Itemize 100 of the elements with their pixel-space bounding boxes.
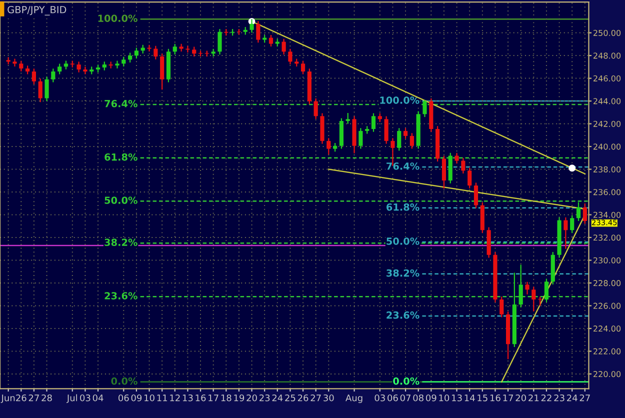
x-tick-label: 13 [182, 394, 193, 402]
candlestick [532, 286, 536, 312]
x-tick-label: 22 [541, 394, 552, 402]
y-tick-label: 238.00 [594, 166, 621, 172]
annotation: 38.2% [104, 238, 138, 246]
x-tick-label: 03 [80, 394, 90, 402]
candlestick [134, 47, 139, 60]
candlestick [371, 112, 376, 132]
x-tick-label: 12 [170, 394, 180, 402]
candlestick [403, 128, 408, 140]
candlestick [58, 63, 62, 75]
candlestick [44, 76, 49, 102]
candlestick [576, 202, 581, 222]
y-tick-label: 236.00 [594, 189, 621, 196]
x-tick-label: Jun [0, 394, 15, 403]
annotation: 100.0% [98, 14, 138, 22]
candlestick [268, 34, 274, 48]
candlestick [115, 60, 120, 69]
x-tick-label: 25 [285, 394, 296, 402]
candlestick [500, 296, 504, 318]
candlestick [518, 264, 523, 308]
y-tick-label: 250.00 [594, 30, 621, 36]
x-tick-label: 20 [516, 394, 526, 402]
x-tick-label: 10 [439, 394, 450, 402]
x-tick-label: 23 [554, 394, 564, 402]
x-tick-label: 09 [131, 394, 142, 402]
x-tick-label: 11 [157, 394, 167, 402]
x-tick-label: 26 [298, 394, 308, 402]
candlestick [76, 61, 81, 73]
annotation: 61.8% [386, 203, 420, 211]
candlestick [525, 281, 530, 295]
x-tick-label: 06 [388, 394, 398, 402]
annotation: 76.4% [386, 162, 420, 170]
candlestick [83, 66, 88, 75]
candlestick [410, 132, 414, 150]
candlestick [122, 56, 126, 68]
x-tick-label: 09 [426, 394, 436, 402]
x-tick-label: 28 [42, 394, 52, 402]
candlestick [326, 138, 331, 156]
candlestick [570, 214, 574, 234]
candlestick [582, 202, 587, 224]
candlestick [192, 46, 196, 58]
x-tick-label: 27 [580, 394, 590, 402]
candlestick [314, 98, 318, 120]
x-tick-label: 16 [490, 394, 500, 402]
x-tick-label: 03 [374, 394, 385, 402]
x-tick-label: 27 [310, 394, 321, 402]
x-tick-label: 14 [464, 394, 475, 402]
x-tick-label: 21 [528, 394, 539, 402]
y-tick-label: 220.00 [594, 371, 621, 378]
candlestick [397, 128, 402, 152]
annotation: 50.0% [104, 196, 138, 204]
x-tick-label: 06 [118, 394, 129, 402]
candlestick [172, 43, 177, 56]
annotation: 23.6% [386, 311, 420, 319]
chart-title: GBP/JPY_BID [8, 6, 66, 16]
candlestick [12, 58, 17, 68]
y-tick-label: 244.00 [594, 98, 621, 104]
x-tick-label: 04 [92, 394, 104, 402]
annotation: 76.4% [104, 100, 138, 108]
annotation: 50.0% [386, 238, 420, 245]
candlestick [19, 60, 24, 72]
candlestick [218, 28, 222, 56]
y-tick-label: 234.00 [594, 212, 621, 218]
candlestick [179, 43, 184, 52]
candlestick [544, 278, 549, 303]
y-tick-label: 248.00 [594, 52, 621, 59]
y-tick-label: 232.00 [594, 234, 621, 241]
y-tick-label: 246.00 [594, 75, 621, 82]
candlestick [154, 45, 158, 60]
candlestick [474, 182, 478, 209]
candlestick [282, 38, 286, 56]
x-tick-label: 30 [324, 394, 334, 402]
x-tick-label: 24 [567, 394, 578, 402]
y-tick-label: 224.00 [594, 326, 621, 332]
annotation: 0.0% [393, 377, 420, 385]
x-tick-label: Aug [346, 394, 362, 404]
x-tick-label: 24 [272, 394, 283, 402]
candlestick [288, 48, 292, 65]
candlestick [468, 167, 472, 189]
candlestick [186, 45, 190, 54]
x-tick-label: 08 [413, 394, 424, 402]
y-tick-label: 228.00 [594, 280, 621, 286]
annotation: 61.8% [104, 153, 138, 161]
candlestick [358, 128, 363, 150]
x-tick-label: 26 [16, 394, 26, 402]
y-tick-label: 230.00 [594, 257, 621, 264]
y-tick-label: 240.00 [594, 144, 621, 150]
candlestick [384, 116, 388, 144]
x-tick-label: 19 [234, 394, 244, 402]
candlestick [422, 99, 427, 118]
candlestick [256, 20, 260, 44]
candlestick [128, 52, 132, 64]
x-tick-label: Jul [66, 394, 77, 403]
candlestick [51, 68, 56, 83]
y-tick-label: 242.00 [594, 120, 621, 127]
x-tick-label: 18 [221, 394, 232, 402]
candlestick [442, 155, 446, 190]
candlestick [300, 60, 306, 75]
x-tick-label: 15 [478, 394, 488, 402]
